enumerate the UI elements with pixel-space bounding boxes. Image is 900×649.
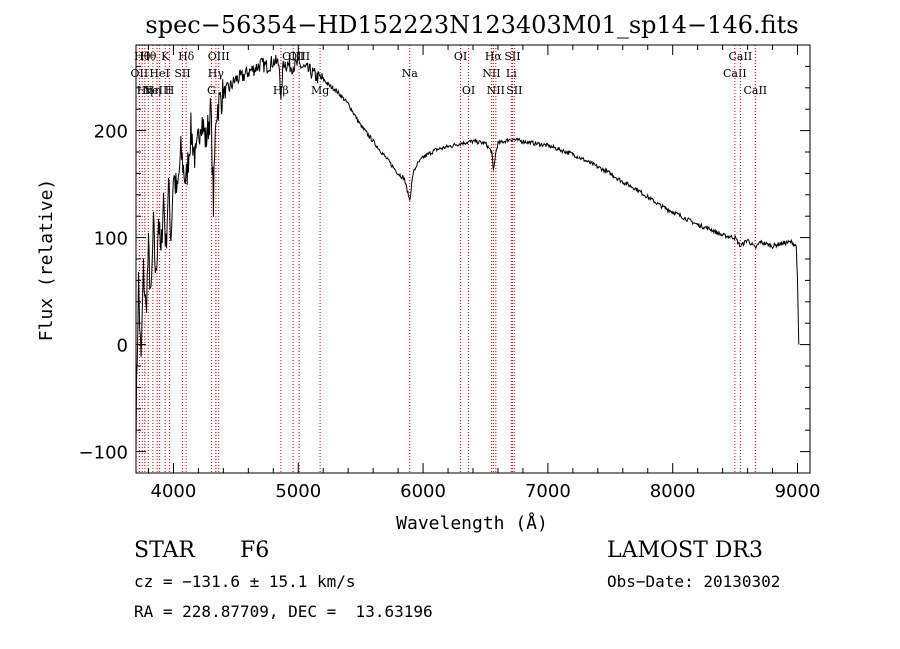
x-axis-label: Wavelength (Å) [396, 512, 548, 534]
axes: 4000 5000 6000 7000 8000 9000 −100 0 100 200 [79, 44, 821, 502]
line-label-12: Hγ [208, 67, 225, 80]
line-label-0: OII [131, 67, 149, 80]
x-tick-label-4000: 4000 [151, 481, 197, 502]
line-label-3: Hθ [140, 50, 157, 63]
line-label-22: Hα [485, 50, 503, 63]
object-class: STAR [134, 538, 195, 563]
line-label-16: OIII [288, 50, 310, 63]
y-tick-label-100: 100 [94, 229, 128, 250]
line-label-13: OIII [208, 50, 230, 63]
line-label-24: Li [506, 67, 517, 80]
y-axis-label: Flux (relative) [36, 179, 57, 342]
line-label-28: CaII [729, 50, 753, 63]
x-tick-label-7000: 7000 [525, 481, 571, 502]
object-subclass: F6 [240, 538, 270, 563]
line-label-17: Mg [311, 84, 329, 97]
coordinates: RA = 228.87709, DEC = 13.63196 [134, 602, 433, 621]
line-label-25: SII [504, 50, 520, 63]
plot-frame [135, 44, 811, 474]
line-label-10: Hδ [178, 50, 195, 63]
line-label-27: CaII [723, 67, 747, 80]
line-label-5: NeIII [143, 84, 172, 97]
x-tick-label-6000: 6000 [400, 481, 446, 502]
line-label-19: OI [454, 50, 467, 63]
x-tick-label-5000: 5000 [275, 481, 321, 502]
line-label-20: OI [462, 84, 475, 97]
line-label-8: H [165, 84, 175, 97]
chart-title: spec−56354−HD152223N123403M01_sp14−146.f… [145, 11, 798, 39]
series-flux-line [135, 54, 800, 449]
line-label-7: K [161, 50, 170, 63]
y-tick-label-0: 0 [117, 336, 128, 357]
line-label-1: Hθ [134, 50, 151, 63]
x-tick-label-9000: 9000 [775, 481, 821, 502]
line-label-18: Na [402, 67, 419, 80]
y-tick-label--100: −100 [79, 443, 128, 464]
line-label-2: Hη [137, 84, 153, 97]
spectrum-series [135, 54, 800, 449]
line-label-21: NII [482, 67, 500, 80]
survey-name: LAMOST DR3 [607, 538, 763, 563]
y-tick-label-200: 200 [94, 122, 128, 143]
line-label-29: CaII [743, 84, 767, 97]
line-label-26: SII [506, 84, 522, 97]
spectral-line-markers: OIIHθHηHθHηNeIIIHeIKHSIIHδGHγOIIIHβOIIIO… [131, 45, 767, 473]
obs-date: Obs−Date: 20130302 [607, 572, 781, 591]
line-label-23: NII [487, 84, 505, 97]
line-label-6: HeI [149, 67, 169, 80]
line-label-9: SII [174, 67, 190, 80]
redshift-readout: cz = −131.6 ± 15.1 km/s [134, 572, 356, 591]
line-label-11: G [207, 84, 216, 97]
x-tick-label-8000: 8000 [650, 481, 696, 502]
